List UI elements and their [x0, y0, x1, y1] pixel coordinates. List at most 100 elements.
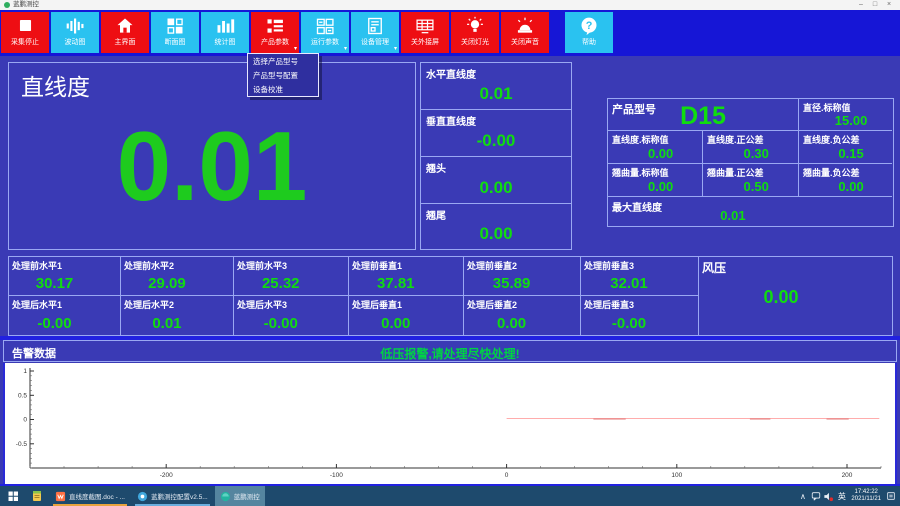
bar-chart-icon [215, 14, 235, 37]
separator-line [0, 336, 900, 340]
measurement-grid: 处理前水平1 30.17 处理前水平2 29.09 处理前水平3 25.32 处理前垂… [8, 256, 893, 336]
metric-value: -0.00 [476, 131, 516, 150]
task-doc[interactable]: 直线度截图.doc - ... [50, 486, 130, 506]
warp-nominal-cell: 翘曲量.标称值 0.00 [608, 164, 703, 197]
toolbar-button-label: 关闭灯光 [461, 39, 489, 46]
monitor-icon [415, 14, 435, 37]
warp-minus-tol-cell: 翘曲量.负公差 0.00 [799, 164, 892, 197]
straightness-minus-tol-cell: 直线度.负公差 0.15 [799, 131, 892, 164]
svg-text:100: 100 [671, 472, 682, 479]
cell-label: 直线度.正公差 [707, 135, 764, 145]
bulb-icon [465, 14, 485, 37]
tray-clock[interactable]: 17:42:22 2021/11/21 [848, 489, 884, 503]
doc-app-icon [55, 491, 66, 501]
btn-section-chart[interactable]: 断面图 [151, 12, 199, 53]
product-params-menu: 选择产品型号 产品型号配置 设备校准 [247, 53, 319, 97]
toolbar-button-label: 采集停止 [11, 39, 39, 46]
running-indicator [53, 504, 127, 506]
btn-lights-off[interactable]: 关闭灯光 [451, 12, 499, 53]
tray-chevron-icon[interactable]: ∧ [799, 491, 806, 501]
btn-main-screen[interactable]: 主界面 [101, 12, 149, 53]
straightness-panel: 直线度 0.01 [8, 62, 416, 250]
cell-value: 0.00 [647, 146, 674, 161]
btn-product-params[interactable]: 产品参数 ▾ [251, 12, 299, 53]
grid-cell-pre-h3: 处理前水平3 25.32 [234, 257, 349, 296]
menu-item-model-config[interactable]: 产品型号配置 [253, 70, 298, 80]
cell-value: 15.00 [834, 113, 868, 128]
toolbar-button-label: 关外接屏 [411, 39, 439, 46]
btn-external-screen[interactable]: 关外接屏 [401, 12, 449, 53]
chevron-down-icon: ▾ [293, 46, 297, 52]
task-label: 蓝鹏测控 [233, 494, 260, 501]
svg-text:1: 1 [23, 368, 27, 375]
product-params-panel: 产品型号 D15 直径.标称值 15.00 直线度.标称值 0.00 直线度.正… [607, 98, 894, 227]
ime-indicator[interactable]: 英 [837, 491, 846, 501]
cell-label: 直线度.标称值 [612, 135, 669, 145]
device-icon [365, 14, 385, 37]
app-logo-icon [4, 2, 10, 8]
pinned-notepad-button[interactable] [26, 486, 48, 506]
measure-app-icon [220, 491, 230, 501]
cell-value: 0.01 [720, 208, 746, 223]
metric-vertical-straightness: 垂直直线度 -0.00 [420, 109, 572, 157]
minimize-button[interactable]: – [859, 1, 863, 8]
help-icon: ? [579, 14, 599, 37]
cell-label: 直径.标称值 [803, 103, 851, 113]
windows-logo-icon [8, 491, 18, 501]
btn-stop-acquisition[interactable]: 采集停止 [1, 12, 49, 53]
sections-icon [165, 14, 185, 37]
btn-wave-chart[interactable]: 波动图 [51, 12, 99, 53]
metric-value: 0.00 [479, 178, 513, 197]
btn-help[interactable]: ? 帮助 [565, 12, 613, 53]
btn-sound-off[interactable]: 关闭声音 [501, 12, 549, 53]
cell-value: 0.15 [838, 146, 864, 161]
toolbar-button-label: 关闭声音 [511, 39, 539, 46]
svg-text:-200: -200 [160, 472, 173, 479]
metric-value: 0.01 [479, 84, 513, 103]
notification-center-button[interactable] [884, 486, 897, 506]
metric-horizontal-straightness: 水平直线度 0.01 [420, 62, 572, 110]
task-label: 蓝鹏测控配置v2.5... [150, 494, 208, 501]
maximize-button[interactable]: □ [872, 1, 878, 8]
wind-pressure-cell: 风压 0.00 [702, 261, 799, 307]
menu-item-select-model[interactable]: 选择产品型号 [253, 56, 298, 66]
window-titlebar: 蓝鹏测控 – □ × [0, 0, 900, 10]
alarm-message: 低压报警,请处理尽快处理! [380, 347, 520, 361]
metrics-panel: 水平直线度 0.01 垂直直线度 -0.00 翘头 0.00 翘尾 0.00 [420, 62, 572, 250]
list-icon [265, 14, 285, 37]
toolbar-button-label: 统计图 [214, 39, 236, 46]
btn-stats-chart[interactable]: 统计图 [201, 12, 249, 53]
cell-label: 翘曲量.标称值 [612, 168, 669, 178]
btn-run-params[interactable]: 运行参数 ▾ [301, 12, 349, 53]
tray-chat-icon[interactable] [809, 486, 822, 506]
chevron-down-icon: ▾ [343, 46, 347, 52]
stop-icon [16, 14, 35, 37]
metric-label: 翘头 [426, 164, 446, 175]
task-measure-app-active[interactable]: 蓝鹏测控 [214, 486, 265, 506]
toolbar-button-label: 帮助 [582, 39, 596, 46]
metric-label: 垂直直线度 [426, 117, 476, 128]
taskbar: 直线度截图.doc - ... 蓝鹏测控配置v2.5... 蓝鹏测控 ∧ 英 1… [0, 486, 900, 506]
system-tray: ∧ 英 17:42:22 2021/11/21 [796, 486, 900, 506]
toolbar-button-label: 波动图 [64, 39, 86, 46]
tray-volume-icon[interactable] [822, 486, 835, 506]
svg-text:0: 0 [23, 417, 27, 424]
close-button[interactable]: × [886, 1, 892, 8]
start-button[interactable] [0, 486, 26, 506]
metric-label: 翘尾 [426, 211, 446, 222]
straightness-nominal-cell: 直线度.标称值 0.00 [608, 131, 703, 164]
cell-value: 0.30 [743, 146, 769, 161]
cell-label: 产品型号 [612, 104, 656, 116]
metric-tail-warp: 翘尾 0.00 [420, 203, 572, 250]
straightness-value: 0.01 [116, 111, 308, 221]
metric-value: 0.00 [479, 224, 513, 243]
tray-date: 2021/11/21 [851, 496, 881, 502]
task-config-app[interactable]: 蓝鹏测控配置v2.5... [132, 486, 213, 506]
cell-label: 最大直线度 [612, 203, 662, 214]
btn-device-manage[interactable]: 设备管理 ▾ [351, 12, 399, 53]
tray-time: 17:42:22 [854, 489, 878, 495]
siren-icon [515, 14, 535, 37]
straightness-title: 直线度 [21, 74, 90, 100]
menu-item-device-calibration[interactable]: 设备校准 [253, 84, 283, 94]
